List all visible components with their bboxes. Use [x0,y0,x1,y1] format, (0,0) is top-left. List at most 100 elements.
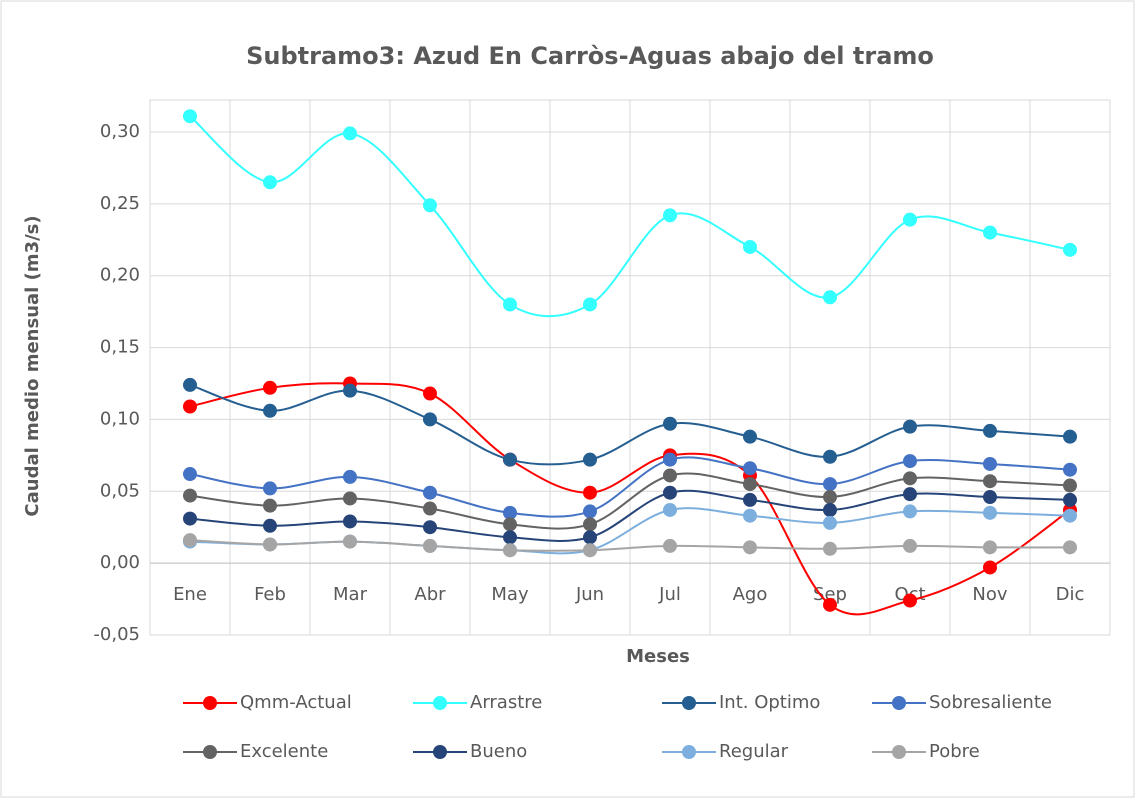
point [663,485,677,500]
point [1063,508,1077,523]
legend-label: Arrastre [470,692,542,713]
point [343,383,357,398]
point [423,520,437,535]
point [183,488,197,503]
legend-marker [433,696,447,710]
point [823,597,837,612]
point [983,540,997,555]
point [343,534,357,549]
point [503,297,517,312]
point [663,416,677,431]
y-tick-label: 0,20 [100,265,140,286]
point [503,452,517,467]
legend-marker [892,696,906,710]
point [583,530,597,545]
point [343,491,357,506]
point [423,485,437,500]
point [183,511,197,526]
point [983,474,997,489]
point [743,461,757,476]
point [1063,540,1077,555]
point [503,530,517,545]
y-tick-label: 0,30 [100,121,140,142]
point [183,109,197,124]
point [423,386,437,401]
point [903,454,917,469]
point [823,502,837,517]
y-tick-label: -0,05 [93,624,140,645]
legend-label: Regular [719,741,789,762]
point [343,514,357,529]
point [263,403,277,418]
x-tick-label: May [491,584,529,605]
point [903,593,917,608]
point [583,504,597,519]
point [183,533,197,548]
point [903,487,917,502]
point [903,538,917,553]
point [423,198,437,213]
point [983,490,997,505]
x-axis-label: Meses [626,646,690,667]
legend-marker [433,745,447,759]
legend-marker [682,745,696,759]
point [743,492,757,507]
point [503,505,517,520]
legend-label: Pobre [929,741,980,762]
point [903,419,917,434]
point [183,467,197,482]
point [823,477,837,492]
legend-label: Excelente [240,741,328,762]
point [663,452,677,467]
point [1063,462,1077,477]
point [583,543,597,558]
point [343,126,357,141]
y-tick-label: 0,00 [100,552,140,573]
x-tick-label: Sep [813,584,847,605]
point [663,208,677,223]
point [1063,242,1077,257]
point [663,468,677,483]
point [503,517,517,532]
point [903,471,917,486]
point [903,212,917,227]
point [983,225,997,240]
point [263,498,277,513]
point [743,540,757,555]
point [583,297,597,312]
point [903,504,917,519]
point [263,518,277,533]
point [183,399,197,414]
point [1063,492,1077,507]
y-tick-label: 0,10 [100,408,140,429]
legend-label: Qmm-Actual [240,692,352,713]
point [743,477,757,492]
x-tick-label: Jun [575,584,604,605]
point [983,505,997,520]
point [823,290,837,305]
point [743,429,757,444]
legend-label: Bueno [470,741,527,762]
legend-marker [892,745,906,759]
point [583,485,597,500]
point [343,469,357,484]
point [823,515,837,530]
legend-marker [203,745,217,759]
point [983,423,997,438]
point [263,175,277,190]
point [663,502,677,517]
x-tick-label: Jul [658,584,681,605]
series-line [189,539,1071,552]
point [983,456,997,471]
point [823,449,837,464]
point [823,490,837,505]
x-tick-label: Feb [254,584,286,605]
point [263,380,277,395]
x-tick-label: Ago [733,584,768,605]
y-tick-label: 0,05 [100,480,140,501]
point [743,239,757,254]
point [423,412,437,427]
x-tick-label: Dic [1056,584,1085,605]
point [183,377,197,392]
